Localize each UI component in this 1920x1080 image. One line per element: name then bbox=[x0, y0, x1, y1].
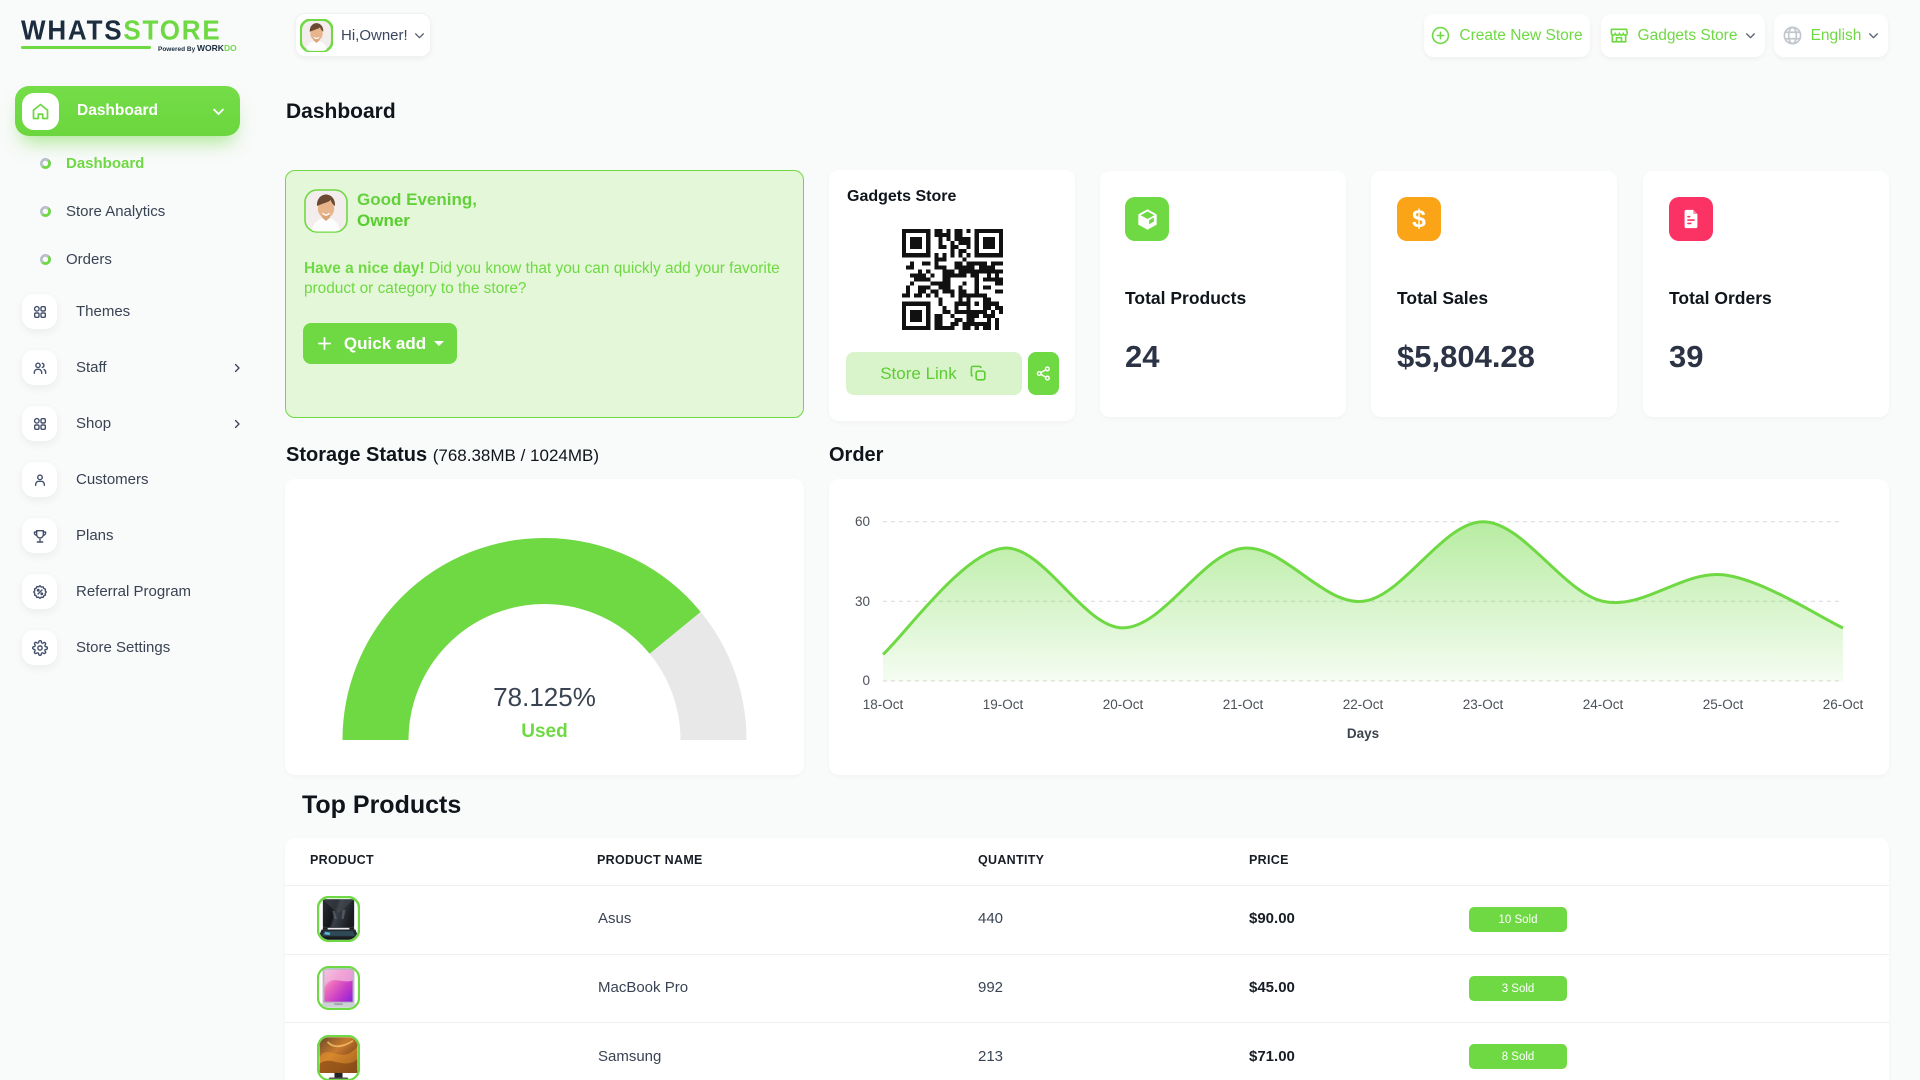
svg-text:25-Oct: 25-Oct bbox=[1703, 697, 1744, 712]
svg-text:19-Oct: 19-Oct bbox=[983, 697, 1024, 712]
svg-text:22-Oct: 22-Oct bbox=[1343, 697, 1384, 712]
svg-text:0: 0 bbox=[862, 673, 870, 688]
svg-text:30: 30 bbox=[855, 594, 870, 609]
svg-text:20-Oct: 20-Oct bbox=[1103, 697, 1144, 712]
svg-text:24-Oct: 24-Oct bbox=[1583, 697, 1624, 712]
svg-text:21-Oct: 21-Oct bbox=[1223, 697, 1264, 712]
svg-text:60: 60 bbox=[855, 514, 870, 529]
svg-text:23-Oct: 23-Oct bbox=[1463, 697, 1504, 712]
svg-text:18-Oct: 18-Oct bbox=[863, 697, 904, 712]
svg-text:Days: Days bbox=[1347, 726, 1379, 741]
svg-text:26-Oct: 26-Oct bbox=[1823, 697, 1864, 712]
